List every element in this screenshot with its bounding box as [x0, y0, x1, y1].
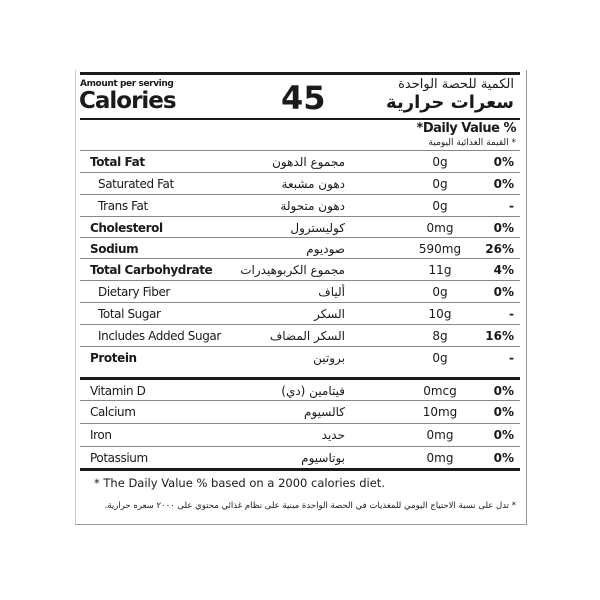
nutrient-name-ar: دهون مشبعة — [281, 177, 345, 191]
nutrient-daily-value: 0% — [493, 177, 514, 191]
nutrient-name-ar: كوليسترول — [290, 221, 345, 235]
nutrient-daily-value: 0% — [493, 384, 514, 398]
nutrient-daily-value: - — [509, 199, 514, 213]
nutrient-name-ar: بروتين — [313, 351, 345, 365]
calories-value: 45 — [281, 79, 326, 117]
nutrient-amount: 11g — [428, 263, 452, 277]
nutrient-amount: 0mg — [426, 221, 454, 235]
nutrient-daily-value: - — [509, 351, 514, 365]
nutrient-daily-value: 0% — [493, 155, 514, 169]
nutrient-daily-value: 0% — [493, 451, 514, 465]
nutrient-amount: 0g — [432, 155, 448, 169]
nutrient-name: Protein — [90, 351, 137, 365]
nutrient-amount: 10g — [428, 307, 452, 321]
nutrient-row: Total Sugar السكر 10g - — [80, 302, 520, 324]
nutrient-daily-value: 0% — [493, 428, 514, 442]
nutrient-amount: 8g — [432, 329, 448, 343]
nutrient-name-ar: السكر — [314, 307, 345, 321]
calories-label-ar: سعرات حرارية — [386, 92, 514, 113]
nutrient-daily-value: 0% — [493, 221, 514, 235]
nutrient-row: Dietary Fiber ألياف 0g 0% — [80, 280, 520, 302]
nutrition-facts-panel: Amount per serving Calories 45 الكمية لل… — [75, 70, 527, 525]
calories-label: Calories — [79, 88, 177, 114]
nutrient-amount: 0mcg — [423, 384, 457, 398]
nutrient-daily-value: 4% — [493, 263, 514, 277]
nutrient-amount: 0mg — [426, 451, 454, 465]
footnote-ar: * تدل على نسبة الاحتياج اليومي للمغذيات … — [104, 501, 516, 511]
nutrient-row: Vitamin D فيتامين (دي) 0mcg 0% — [80, 377, 520, 399]
nutrient-row: Total Fat مجموع الدهون 0g 0% — [80, 150, 520, 172]
divider — [80, 118, 520, 120]
nutrient-amount: 10mg — [422, 405, 458, 419]
nutrient-row: Calcium كالسيوم 10mg 0% — [80, 400, 520, 422]
nutrient-name-ar: صوديوم — [306, 242, 345, 256]
nutrient-row: Sodium صوديوم 590mg 26% — [80, 237, 520, 259]
nutrient-name: Total Fat — [90, 155, 145, 169]
nutrient-name: Includes Added Sugar — [98, 329, 221, 343]
nutrient-name: Cholesterol — [90, 221, 163, 235]
nutrient-daily-value: 0% — [493, 405, 514, 419]
nutrient-amount: 0g — [432, 351, 448, 365]
nutrient-name-ar: حديد — [321, 428, 345, 442]
nutrient-name-ar: ألياف — [318, 285, 345, 299]
divider — [80, 468, 520, 471]
nutrient-amount: 0g — [432, 177, 448, 191]
nutrient-amount: 0g — [432, 285, 448, 299]
nutrient-name: Dietary Fiber — [98, 285, 170, 299]
amount-per-serving-ar: الكمية للحصة الواحدة — [398, 77, 514, 92]
footnote-en: * The Daily Value % based on a 2000 calo… — [94, 476, 385, 490]
nutrient-amount: 0mg — [426, 428, 454, 442]
nutrient-row: Iron حديد 0mg 0% — [80, 423, 520, 445]
nutrient-name: Calcium — [90, 405, 136, 419]
nutrient-amount: 590mg — [418, 242, 462, 256]
nutrient-row: Trans Fat دهون متحولة 0g - — [80, 194, 520, 216]
amount-per-serving-label: Amount per serving — [80, 79, 174, 89]
nutrient-name-ar: دهون متحولة — [280, 199, 345, 213]
nutrient-name-ar: بوتاسيوم — [301, 451, 345, 465]
nutrient-name: Total Sugar — [98, 307, 161, 321]
divider — [80, 72, 520, 75]
nutrient-daily-value: 16% — [485, 329, 514, 343]
nutrient-name: Potassium — [90, 451, 148, 465]
nutrient-amount: 0g — [432, 199, 448, 213]
nutrient-daily-value: 26% — [485, 242, 514, 256]
nutrient-row: Protein بروتين 0g - — [80, 346, 520, 377]
daily-value-header: *Daily Value % — [416, 121, 517, 136]
nutrient-name: Trans Fat — [98, 199, 148, 213]
nutrient-name-ar: فيتامين (دي) — [281, 384, 345, 398]
nutrient-name-ar: مجموع الدهون — [272, 155, 345, 169]
nutrient-name-ar: السكر المضاف — [269, 329, 345, 343]
nutrient-name: Saturated Fat — [98, 177, 174, 191]
nutrient-name-ar: مجموع الكربوهيدرات — [240, 263, 345, 277]
daily-value-header-ar: * القيمة الغذائية اليومية — [428, 138, 516, 148]
nutrient-name: Iron — [90, 428, 112, 442]
nutrient-row: Total Carbohydrate مجموع الكربوهيدرات 11g 4… — [80, 258, 520, 280]
nutrient-name: Sodium — [90, 242, 139, 256]
nutrient-row: Saturated Fat دهون مشبعة 0g 0% — [80, 172, 520, 194]
nutrient-daily-value: - — [509, 307, 514, 321]
nutrient-daily-value: 0% — [493, 285, 514, 299]
nutrient-row: Potassium بوتاسيوم 0mg 0% — [80, 446, 520, 468]
nutrient-row: Includes Added Sugar السكر المضاف 8g 16% — [80, 324, 520, 346]
nutrient-row: Cholesterol كوليسترول 0mg 0% — [80, 216, 520, 238]
nutrient-name: Vitamin D — [90, 384, 146, 398]
nutrient-name-ar: كالسيوم — [304, 405, 345, 419]
nutrient-name: Total Carbohydrate — [90, 263, 213, 277]
